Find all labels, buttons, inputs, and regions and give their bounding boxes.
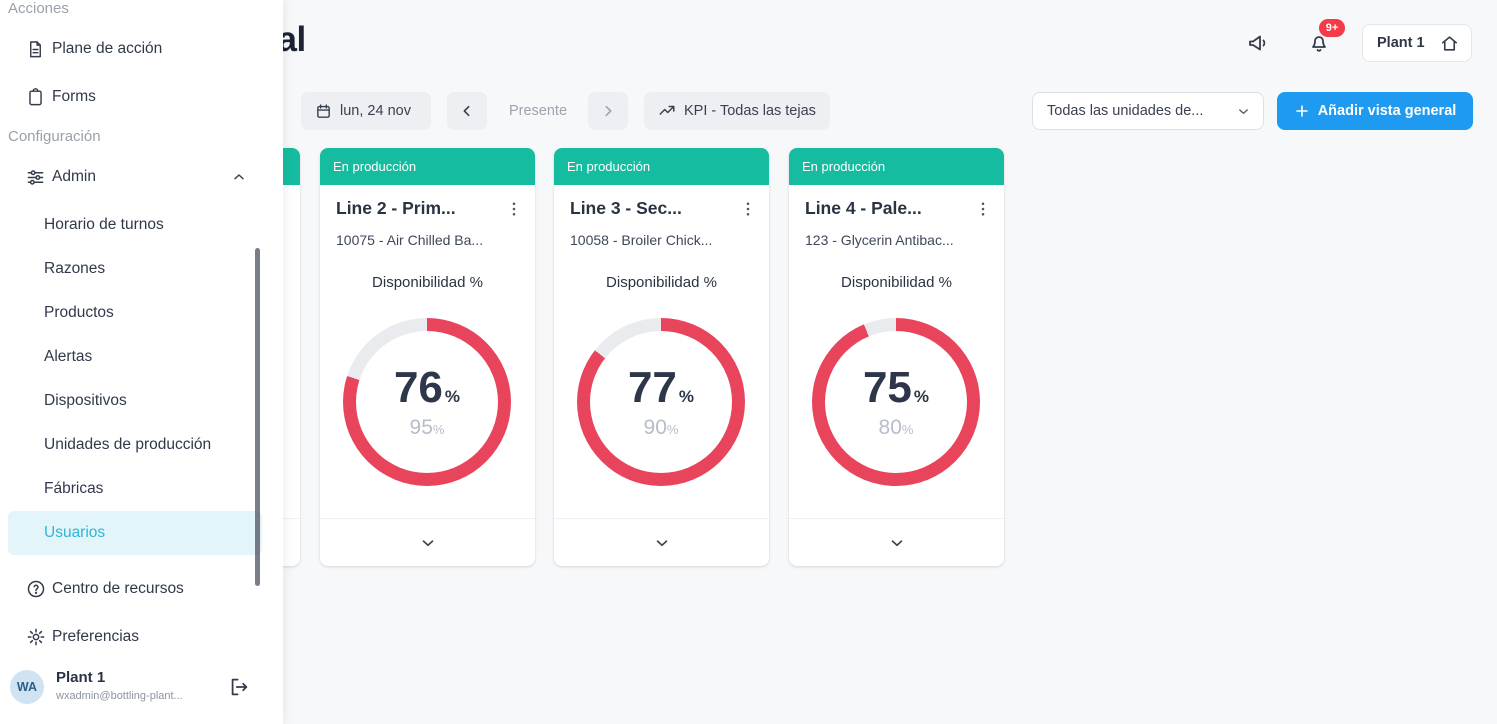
- sidebar-subitem-label: Unidades de producción: [44, 436, 212, 453]
- date-label: lun, 24 nov: [340, 103, 411, 119]
- logout-button[interactable]: [228, 676, 250, 698]
- megaphone-icon: [1246, 31, 1270, 55]
- chevron-down-icon: [419, 534, 437, 552]
- chevron-up-icon: [231, 169, 247, 185]
- availability-gauge: 75% 80%: [812, 318, 980, 486]
- sidebar-item-preferences[interactable]: Preferencias: [0, 615, 283, 659]
- help-circle-icon: [26, 579, 46, 599]
- sliders-icon: [26, 168, 45, 187]
- sidebar-item-products[interactable]: Productos: [8, 291, 262, 335]
- sidebar-item-devices[interactable]: Dispositivos: [8, 379, 262, 423]
- bell-icon: [1307, 31, 1331, 55]
- card-subtitle: 10058 - Broiler Chick...: [570, 232, 713, 248]
- notifications-count-badge: 9+: [1319, 19, 1345, 37]
- card-expand-button[interactable]: [789, 518, 1004, 566]
- units-filter-dropdown[interactable]: Todas las unidades de...: [1032, 92, 1264, 130]
- gauge-value: 75%: [862, 363, 930, 413]
- sidebar-scrollbar[interactable]: [255, 248, 260, 586]
- production-card: En producción Line 3 - Sec... 10058 - Br…: [554, 148, 769, 566]
- plant-selector-button[interactable]: Plant 1: [1362, 24, 1472, 62]
- kebab-menu-icon[interactable]: [739, 200, 759, 220]
- gauge-value: 77%: [627, 363, 695, 413]
- chevron-right-icon: [600, 103, 616, 119]
- kebab-menu-icon[interactable]: [505, 200, 525, 220]
- home-icon: [1440, 34, 1459, 53]
- card-metric-label: Disponibilidad %: [372, 274, 483, 291]
- availability-gauge: 77% 90%: [577, 318, 745, 486]
- card-metric-label: Disponibilidad %: [606, 274, 717, 291]
- sidebar-item-factories[interactable]: Fábricas: [8, 467, 262, 511]
- sidebar-section-actions: Acciones: [8, 0, 69, 17]
- plant-selector-label: Plant 1: [1377, 35, 1425, 51]
- plus-icon: [1294, 103, 1310, 119]
- avatar: WA: [10, 670, 44, 704]
- production-card: En producción Line 4 - Pale... 123 - Gly…: [789, 148, 1004, 566]
- document-icon: [26, 40, 45, 59]
- sidebar-section-config: Configuración: [8, 128, 101, 145]
- clipboard-icon: [26, 87, 45, 107]
- availability-gauge: 76% 95%: [343, 318, 511, 486]
- chevron-down-icon: [1236, 104, 1251, 119]
- gauge-target: 80%: [878, 416, 914, 440]
- gauge-target: 95%: [409, 416, 445, 440]
- sidebar-subitem-label: Productos: [44, 304, 114, 321]
- card-title: Line 4 - Pale...: [805, 198, 922, 218]
- kebab-menu-icon[interactable]: [974, 200, 994, 220]
- sidebar-subitem-label: Razones: [44, 260, 106, 277]
- card-status-header: En producción: [320, 148, 535, 185]
- units-filter-label: Todas las unidades de...: [1047, 103, 1204, 119]
- sidebar-item-resource-center[interactable]: Centro de recursos: [0, 567, 283, 611]
- sidebar-item-label: Plane de acción: [52, 40, 163, 57]
- sidebar-subitem-label: Fábricas: [44, 480, 104, 497]
- kpi-filter-label: KPI - Todas las tejas: [684, 103, 816, 119]
- calendar-icon: [315, 103, 332, 120]
- card-expand-button[interactable]: [320, 518, 535, 566]
- add-overview-button[interactable]: Añadir vista general: [1277, 92, 1473, 130]
- card-status-header: En producción: [789, 148, 1004, 185]
- kpi-tiles-filter-button[interactable]: KPI - Todas las tejas: [644, 92, 830, 130]
- sidebar-item-action-plans[interactable]: Plane de acción: [0, 27, 283, 71]
- sidebar-item-label: Forms: [52, 88, 96, 105]
- chevron-down-icon: [888, 534, 906, 552]
- add-overview-label: Añadir vista general: [1317, 103, 1457, 119]
- card-title: Line 3 - Sec...: [570, 198, 682, 218]
- sidebar-item-forms[interactable]: Forms: [0, 75, 283, 119]
- gauge-value: 76%: [393, 363, 461, 413]
- previous-period-button[interactable]: [447, 92, 487, 130]
- card-title: Line 2 - Prim...: [336, 198, 456, 218]
- sidebar-subitem-label: Dispositivos: [44, 392, 127, 409]
- date-picker-button[interactable]: lun, 24 nov: [301, 92, 431, 130]
- card-expand-button[interactable]: [554, 518, 769, 566]
- trend-icon: [658, 102, 676, 120]
- gauge-target: 90%: [643, 416, 679, 440]
- card-subtitle: 10075 - Air Chilled Ba...: [336, 232, 484, 248]
- user-name: Plant 1: [56, 669, 106, 686]
- sidebar-subitem-label: Horario de turnos: [44, 216, 164, 233]
- announcements-button[interactable]: [1246, 31, 1270, 55]
- sidebar-subitem-label: Usuarios: [44, 524, 106, 541]
- gear-icon: [26, 627, 46, 647]
- notifications-button[interactable]: [1307, 31, 1331, 55]
- next-period-button[interactable]: [588, 92, 628, 130]
- present-period-label: Presente: [508, 103, 568, 119]
- sidebar-item-label: Admin: [52, 168, 96, 185]
- card-subtitle: 123 - Glycerin Antibac...: [805, 232, 954, 248]
- sidebar-item-label: Centro de recursos: [52, 580, 184, 597]
- sidebar-item-label: Preferencias: [52, 628, 140, 645]
- production-card: En producción Line 2 - Prim... 10075 - A…: [320, 148, 535, 566]
- sidebar-item-admin[interactable]: Admin: [0, 155, 283, 199]
- card-status-header: En producción: [554, 148, 769, 185]
- sidebar-item-alerts[interactable]: Alertas: [8, 335, 262, 379]
- sidebar-item-production-units[interactable]: Unidades de producción: [8, 423, 262, 467]
- card-metric-label: Disponibilidad %: [841, 274, 952, 291]
- sidebar-item-reasons[interactable]: Razones: [8, 247, 262, 291]
- user-block: WA Plant 1 wxadmin@bottling-plant...: [0, 664, 283, 714]
- sidebar: Acciones Plane de acción Forms Configura…: [0, 0, 283, 724]
- sidebar-item-shift-schedule[interactable]: Horario de turnos: [8, 203, 262, 247]
- sidebar-item-users[interactable]: Usuarios: [8, 511, 262, 555]
- chevron-left-icon: [459, 103, 475, 119]
- sidebar-subitem-label: Alertas: [44, 348, 93, 365]
- chevron-down-icon: [653, 534, 671, 552]
- user-email: wxadmin@bottling-plant...: [56, 690, 183, 702]
